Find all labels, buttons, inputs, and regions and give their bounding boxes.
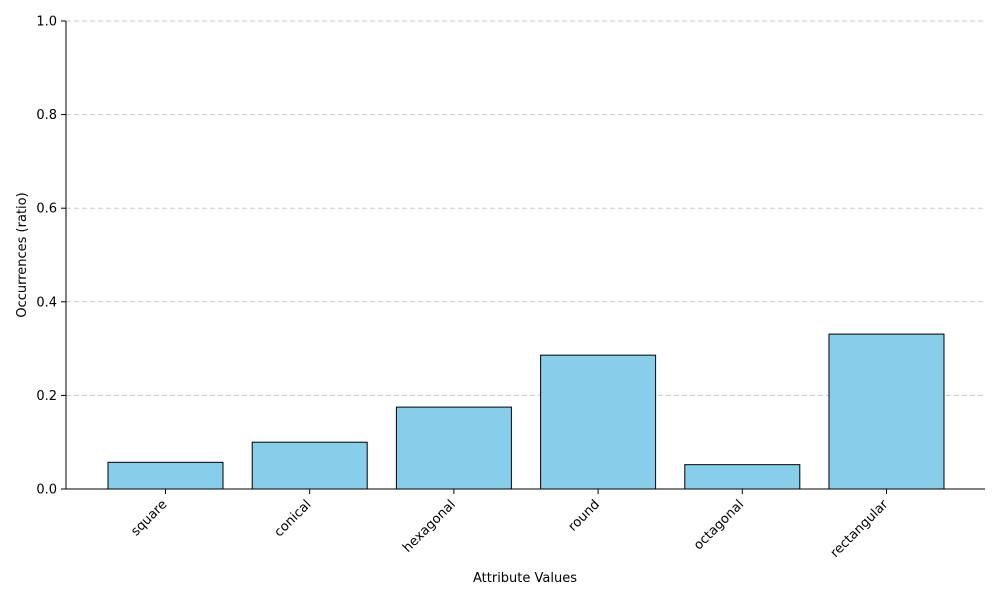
bars (107, 333, 945, 490)
x-tick-label-conical: conical (272, 497, 315, 540)
x-tick-label-hexagonal: hexagonal (400, 497, 458, 555)
y-tick-label: 0.8 (36, 108, 57, 123)
bar-square (107, 461, 224, 490)
x-tick-label-square: square (128, 497, 170, 539)
bar-round (540, 354, 657, 490)
y-tick-label: 0.2 (36, 389, 57, 404)
x-tick-label-rectangular: rectangular (828, 497, 892, 561)
bar-octagonal (684, 464, 801, 490)
bar-conical (251, 441, 368, 490)
x-tick-label-octagonal: octagonal (691, 497, 747, 553)
axes (65, 21, 985, 490)
y-tick-label: 0.4 (36, 295, 57, 310)
bar-hexagonal (395, 406, 512, 490)
y-tick-label: 1.0 (36, 15, 57, 30)
y-tick-label: 0.0 (36, 483, 57, 498)
gridlines (66, 20, 985, 396)
x-ticks: square conical hexagonal round octagonal rect… (128, 489, 892, 561)
bar-rectangular (828, 333, 945, 490)
y-tick-label: 0.6 (36, 202, 57, 217)
y-ticks: 0.0 0.2 0.4 0.6 0.8 1.0 (36, 15, 66, 498)
y-axis-title: Occurrences (ratio) (15, 192, 30, 317)
x-tick-label-round: round (566, 497, 603, 534)
x-axis-title: Attribute Values (473, 571, 577, 586)
